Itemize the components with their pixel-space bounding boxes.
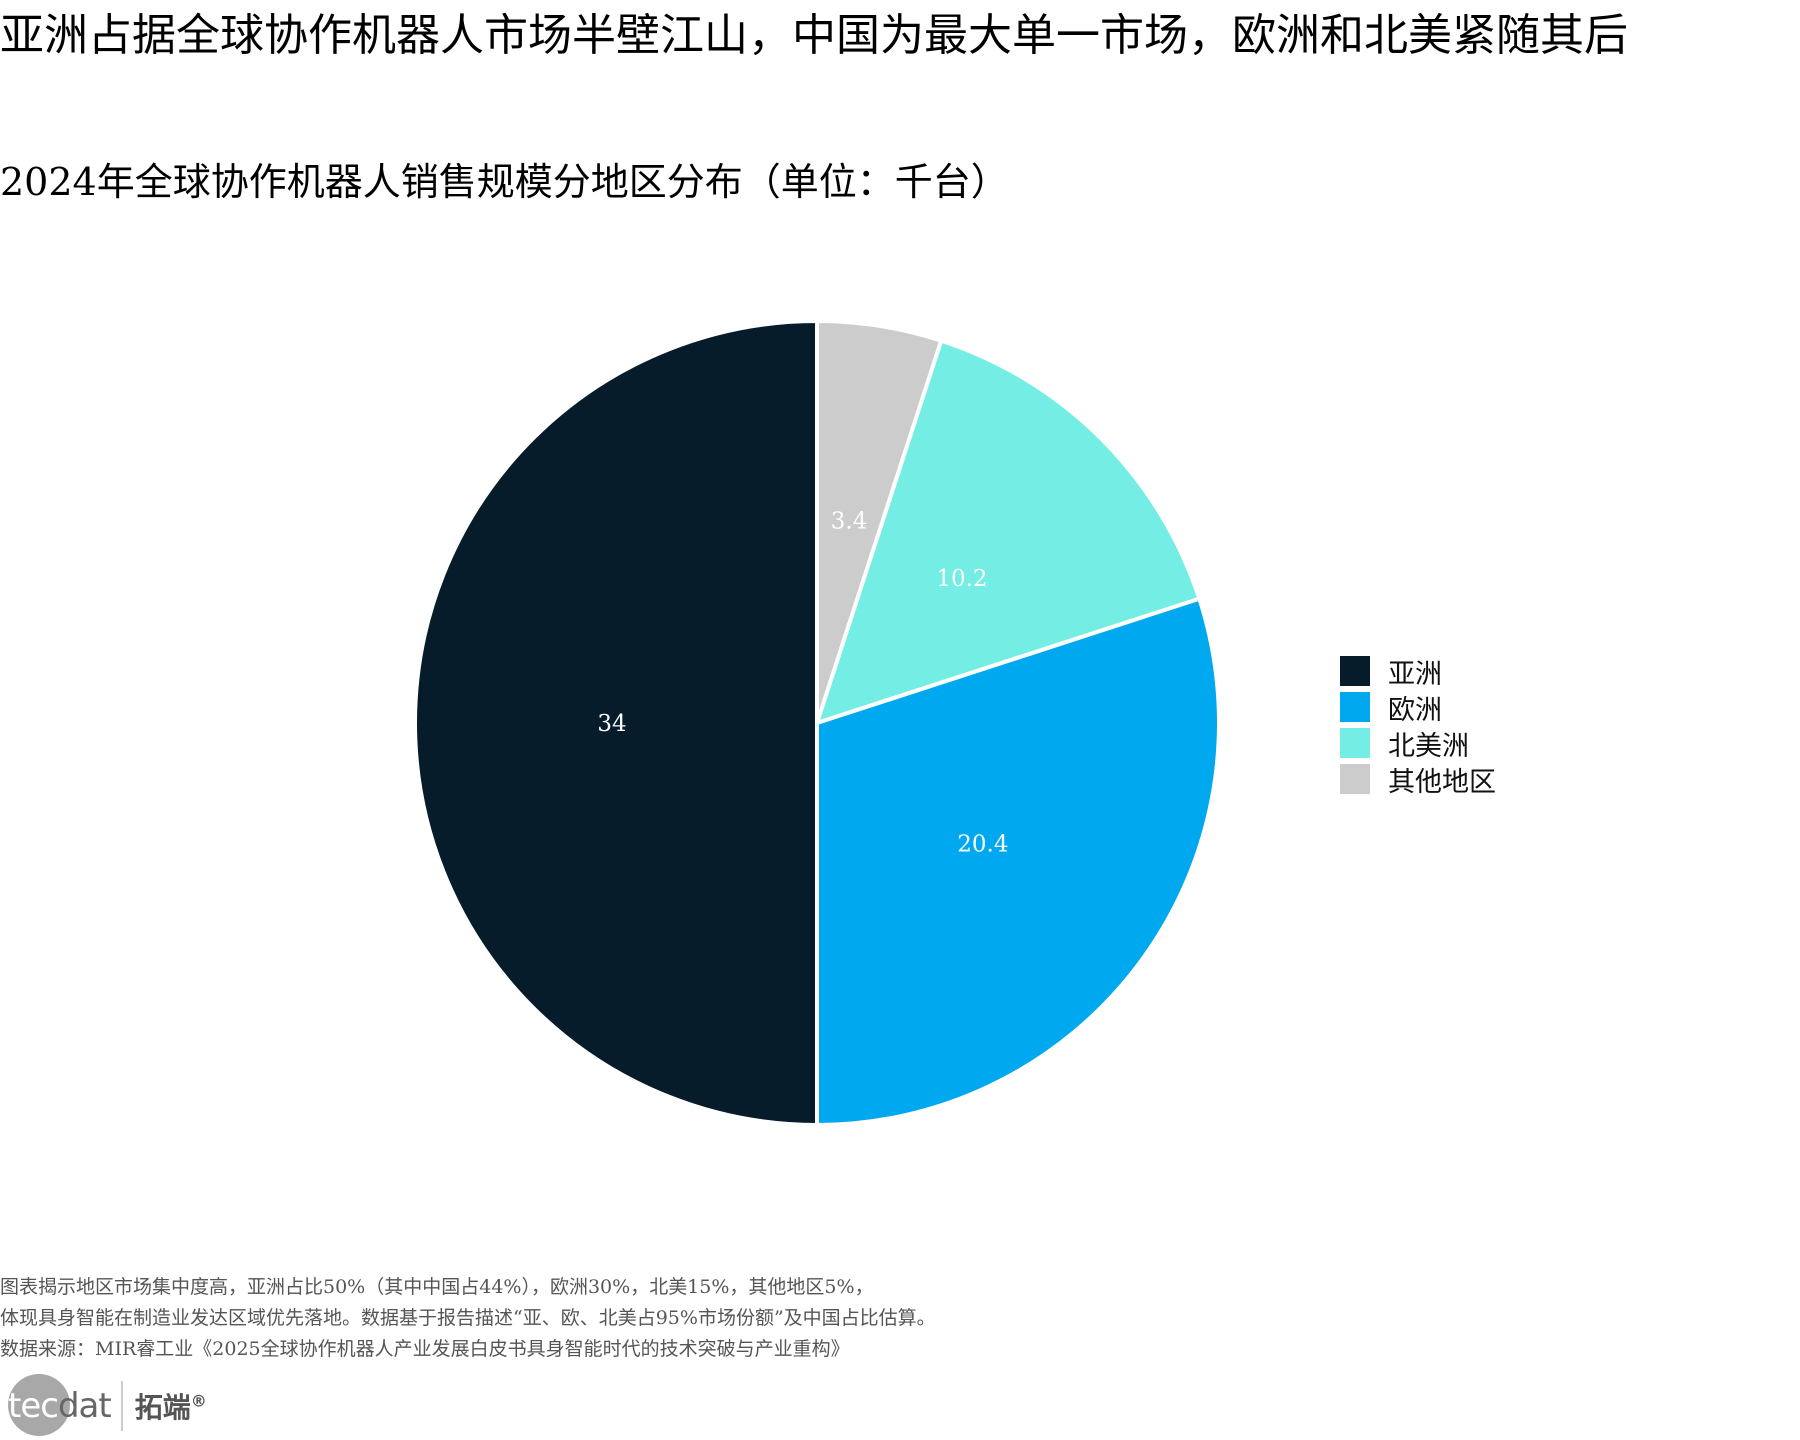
logo-cn: 拓端® <box>135 1386 207 1426</box>
registered-mark: ® <box>190 1391 207 1411</box>
legend-swatch <box>1340 728 1370 758</box>
slice-value-label: 10.2 <box>936 566 987 592</box>
logo-wordmark: tecdat <box>6 1386 112 1426</box>
legend-item-other: 其他地区 <box>1340 761 1496 798</box>
slice-north-america <box>815 338 1202 725</box>
logo-cn-text: 拓端 <box>134 1391 191 1424</box>
chart-title: 亚洲占据全球协作机器人市场半壁江山，中国为最大单一市场，欧洲和北美紧随其后 <box>0 10 1628 61</box>
legend-label: 欧洲 <box>1388 694 1442 726</box>
slice-value-label: 34 <box>597 711 626 737</box>
footnote: 图表揭示地区市场集中度高，亚洲占比50%（其中中国占44%），欧洲30%，北美1… <box>0 1272 936 1365</box>
slice-value-label: 3.4 <box>831 509 868 535</box>
logo-divider <box>120 1381 123 1431</box>
legend-item-europe: 欧洲 <box>1340 689 1496 726</box>
footnote-line: 图表揭示地区市场集中度高，亚洲占比50%（其中中国占44%），欧洲30%，北美1… <box>0 1276 874 1298</box>
legend: 亚洲 欧洲 北美洲 其他地区 <box>1340 653 1496 798</box>
chart-subtitle: 2024年全球协作机器人销售规模分地区分布（单位：千台） <box>0 160 1009 204</box>
slice-asia <box>413 319 819 1127</box>
logo-text-dark: dat <box>57 1386 112 1426</box>
slice-europe <box>815 596 1221 1127</box>
legend-swatch <box>1340 692 1370 722</box>
legend-item-asia: 亚洲 <box>1340 653 1496 690</box>
legend-label: 其他地区 <box>1388 766 1496 798</box>
logo-text-light: tec <box>8 1386 59 1426</box>
footnote-line: 体现具身智能在制造业发达区域优先落地。数据基于报告描述“亚、欧、北美占95%市场… <box>0 1307 936 1329</box>
slice-value-label: 20.4 <box>957 832 1008 858</box>
legend-label: 亚洲 <box>1388 658 1442 690</box>
legend-swatch <box>1340 764 1370 794</box>
legend-item-north-america: 北美洲 <box>1340 725 1496 762</box>
source-line: 数据来源：MIR睿工业《2025全球协作机器人产业发展白皮书具身智能时代的技术突… <box>0 1338 850 1360</box>
logo-circle-icon <box>8 1374 70 1436</box>
legend-label: 北美洲 <box>1388 730 1469 762</box>
legend-swatch <box>1340 656 1370 686</box>
brand-logo: tecdat 拓端® <box>6 1374 207 1438</box>
